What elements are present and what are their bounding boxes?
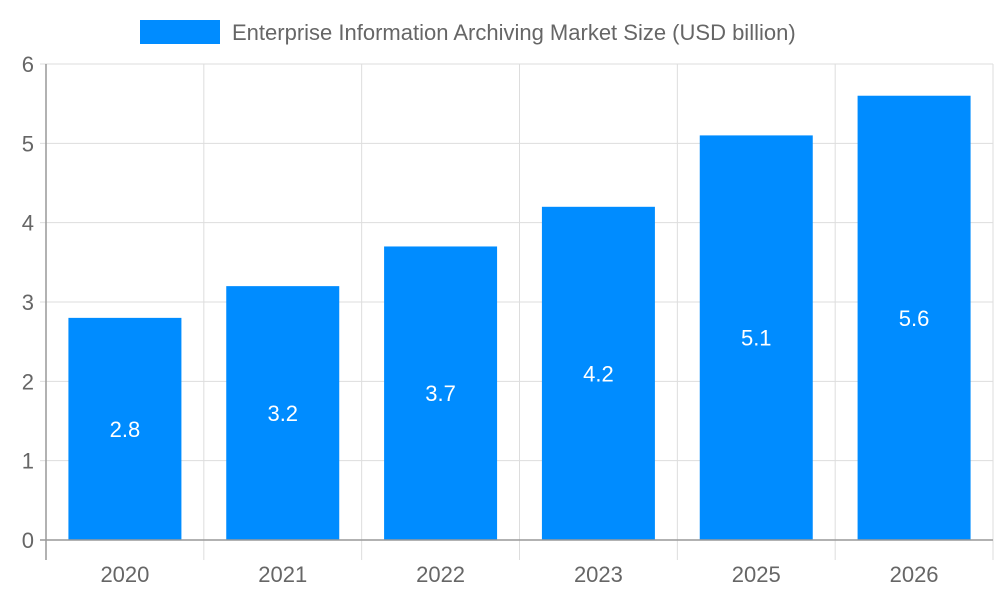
bar-2026 [857, 95, 971, 540]
bar-value-label: 5.1 [741, 326, 772, 351]
y-tick-label: 2 [22, 369, 34, 394]
bar-value-label: 5.6 [899, 306, 930, 331]
y-tick-label: 1 [22, 449, 34, 474]
x-tick-label: 2020 [100, 562, 149, 587]
x-tick-label: 2022 [416, 562, 465, 587]
bar-value-label: 3.7 [425, 381, 456, 406]
data-labels: 2.8 3.2 3.7 4.2 5.1 5.6 [110, 306, 930, 442]
bar-2023 [541, 206, 655, 541]
x-tick-label: 2023 [574, 562, 623, 587]
legend-swatch [140, 20, 220, 44]
bar-2021 [226, 286, 340, 540]
bar-value-label: 3.2 [267, 401, 298, 426]
bar-2022 [384, 246, 498, 540]
x-axis-ticks: 2020 2021 2022 2023 2025 2026 [100, 562, 938, 587]
axes [40, 63, 993, 560]
legend-label: Enterprise Information Archiving Market … [232, 20, 796, 45]
y-axis-ticks: 0 1 2 3 4 5 6 [22, 52, 34, 553]
y-tick-label: 3 [22, 290, 34, 315]
bar-value-label: 2.8 [110, 417, 141, 442]
x-tick-label: 2021 [258, 562, 307, 587]
y-tick-label: 0 [22, 528, 34, 553]
x-tick-label: 2025 [732, 562, 781, 587]
y-tick-label: 6 [22, 52, 34, 77]
grid [46, 63, 994, 560]
x-tick-label: 2026 [890, 562, 939, 587]
bar-2025 [699, 135, 813, 540]
legend: Enterprise Information Archiving Market … [140, 20, 796, 45]
bar-value-label: 4.2 [583, 361, 614, 386]
bars [68, 95, 971, 541]
y-tick-label: 5 [22, 131, 34, 156]
bar-2020 [68, 317, 182, 540]
y-tick-label: 4 [22, 211, 34, 236]
